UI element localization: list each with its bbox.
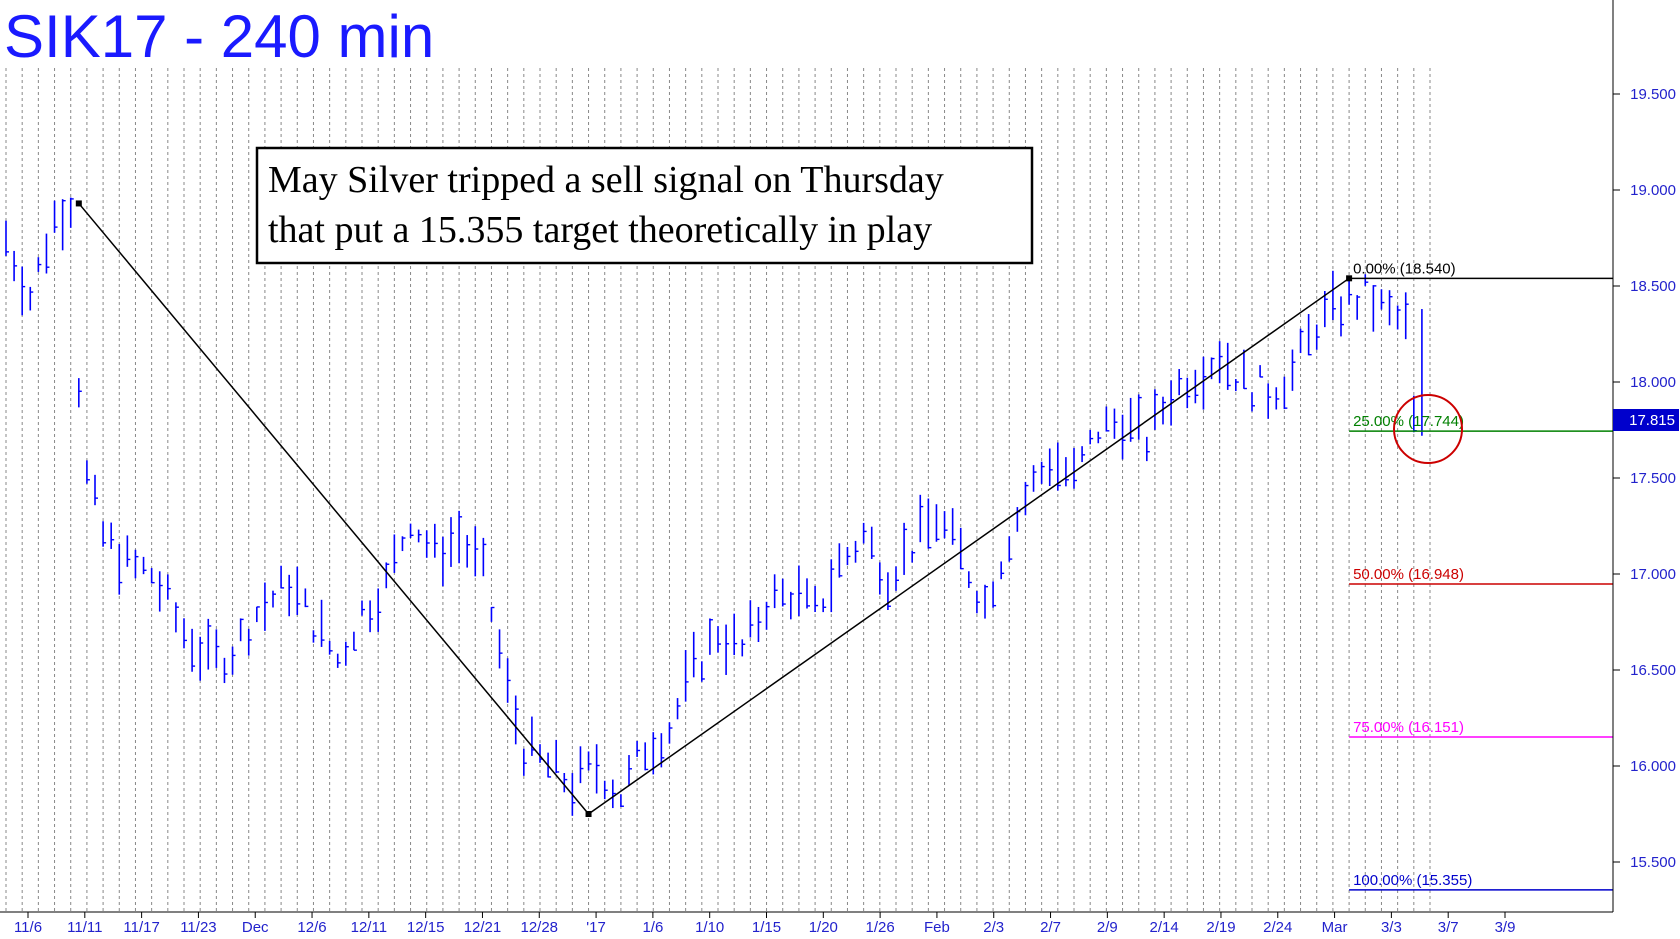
y-tick-label: 17.000 xyxy=(1630,566,1676,583)
x-tick-label: Mar xyxy=(1322,919,1348,936)
last-price-label: 17.815 xyxy=(1629,412,1675,429)
x-tick-label: 1/10 xyxy=(695,919,724,936)
x-tick-label: 3/9 xyxy=(1495,919,1516,936)
fib-levels: 0.00% (18.540) 25.00% (17.744) 50.00% (16.… xyxy=(1349,260,1613,891)
x-tick-label: 2/3 xyxy=(983,919,1004,936)
annotation-line-2: that put a 15.355 target theoretically i… xyxy=(268,209,932,251)
x-tick-label: 2/19 xyxy=(1206,919,1235,936)
x-tick-label: 1/15 xyxy=(752,919,781,936)
x-tick-label: '17 xyxy=(586,919,606,936)
chart-title: SIK17 - 240 min xyxy=(4,3,434,70)
trend-line xyxy=(588,277,1350,815)
annotation-line-1: May Silver tripped a sell signal on Thur… xyxy=(268,159,944,201)
x-tick-label: 1/6 xyxy=(642,919,663,936)
y-tick-label: 18.500 xyxy=(1630,278,1676,295)
x-tick-label: 12/28 xyxy=(520,919,558,936)
x-tick-label: 3/3 xyxy=(1381,919,1402,936)
y-tick-label: 16.000 xyxy=(1630,758,1676,775)
x-tick-label: 1/26 xyxy=(866,919,895,936)
fib-label: 50.00% (16.948) xyxy=(1353,566,1464,583)
y-axis: 15.500 16.000 16.500 17.000 17.500 18.000 18.5… xyxy=(1613,86,1676,871)
x-tick-label: 12/15 xyxy=(407,919,445,936)
x-tick-label: Feb xyxy=(924,919,950,936)
highlight-circle xyxy=(1393,394,1463,464)
x-tick-label: 2/7 xyxy=(1040,919,1061,936)
price-bars xyxy=(5,197,1423,816)
fib-label: 100.00% (15.355) xyxy=(1353,872,1472,889)
x-tick-label: 11/23 xyxy=(180,919,216,936)
y-tick-label: 15.500 xyxy=(1630,854,1676,871)
x-tick-label: 12/21 xyxy=(464,919,502,936)
y-tick-label: 19.500 xyxy=(1630,86,1676,103)
x-tick-label: 11/6 xyxy=(14,919,42,936)
x-tick-label: 11/17 xyxy=(123,919,159,936)
trend-line xyxy=(78,202,590,815)
pivot-point xyxy=(75,200,82,207)
y-tick-label: 19.000 xyxy=(1630,182,1676,199)
annotation-box: May Silver tripped a sell signal on Thur… xyxy=(255,146,1034,265)
y-tick-label: 17.500 xyxy=(1630,470,1676,487)
x-tick-label: 1/20 xyxy=(809,919,838,936)
x-tick-label: 12/6 xyxy=(297,919,326,936)
fib-label: 0.00% (18.540) xyxy=(1353,260,1456,277)
y-tick-label: 18.000 xyxy=(1630,374,1676,391)
pivot-point xyxy=(585,811,592,817)
x-tick-label: 2/9 xyxy=(1097,919,1118,936)
y-tick-label: 16.500 xyxy=(1630,662,1676,679)
x-tick-label: 11/11 xyxy=(67,919,102,936)
x-tick-label: 2/14 xyxy=(1150,919,1179,936)
fib-label: 25.00% (17.744) xyxy=(1353,413,1464,430)
last-price-marker: 17.815 xyxy=(1613,409,1679,431)
x-tick-label: 2/24 xyxy=(1263,919,1292,936)
x-tick-label: 12/11 xyxy=(351,919,387,936)
last-price-box xyxy=(1613,409,1679,431)
x-tick-label: 3/7 xyxy=(1438,919,1459,936)
x-axis: 11/6 11/11 11/17 11/23 Dec 12/6 12/11 12/15 12/2… xyxy=(14,912,1515,936)
x-tick-label: Dec xyxy=(242,919,269,936)
annotation-frame xyxy=(255,146,1034,265)
fib-label: 75.00% (16.151) xyxy=(1353,719,1464,736)
